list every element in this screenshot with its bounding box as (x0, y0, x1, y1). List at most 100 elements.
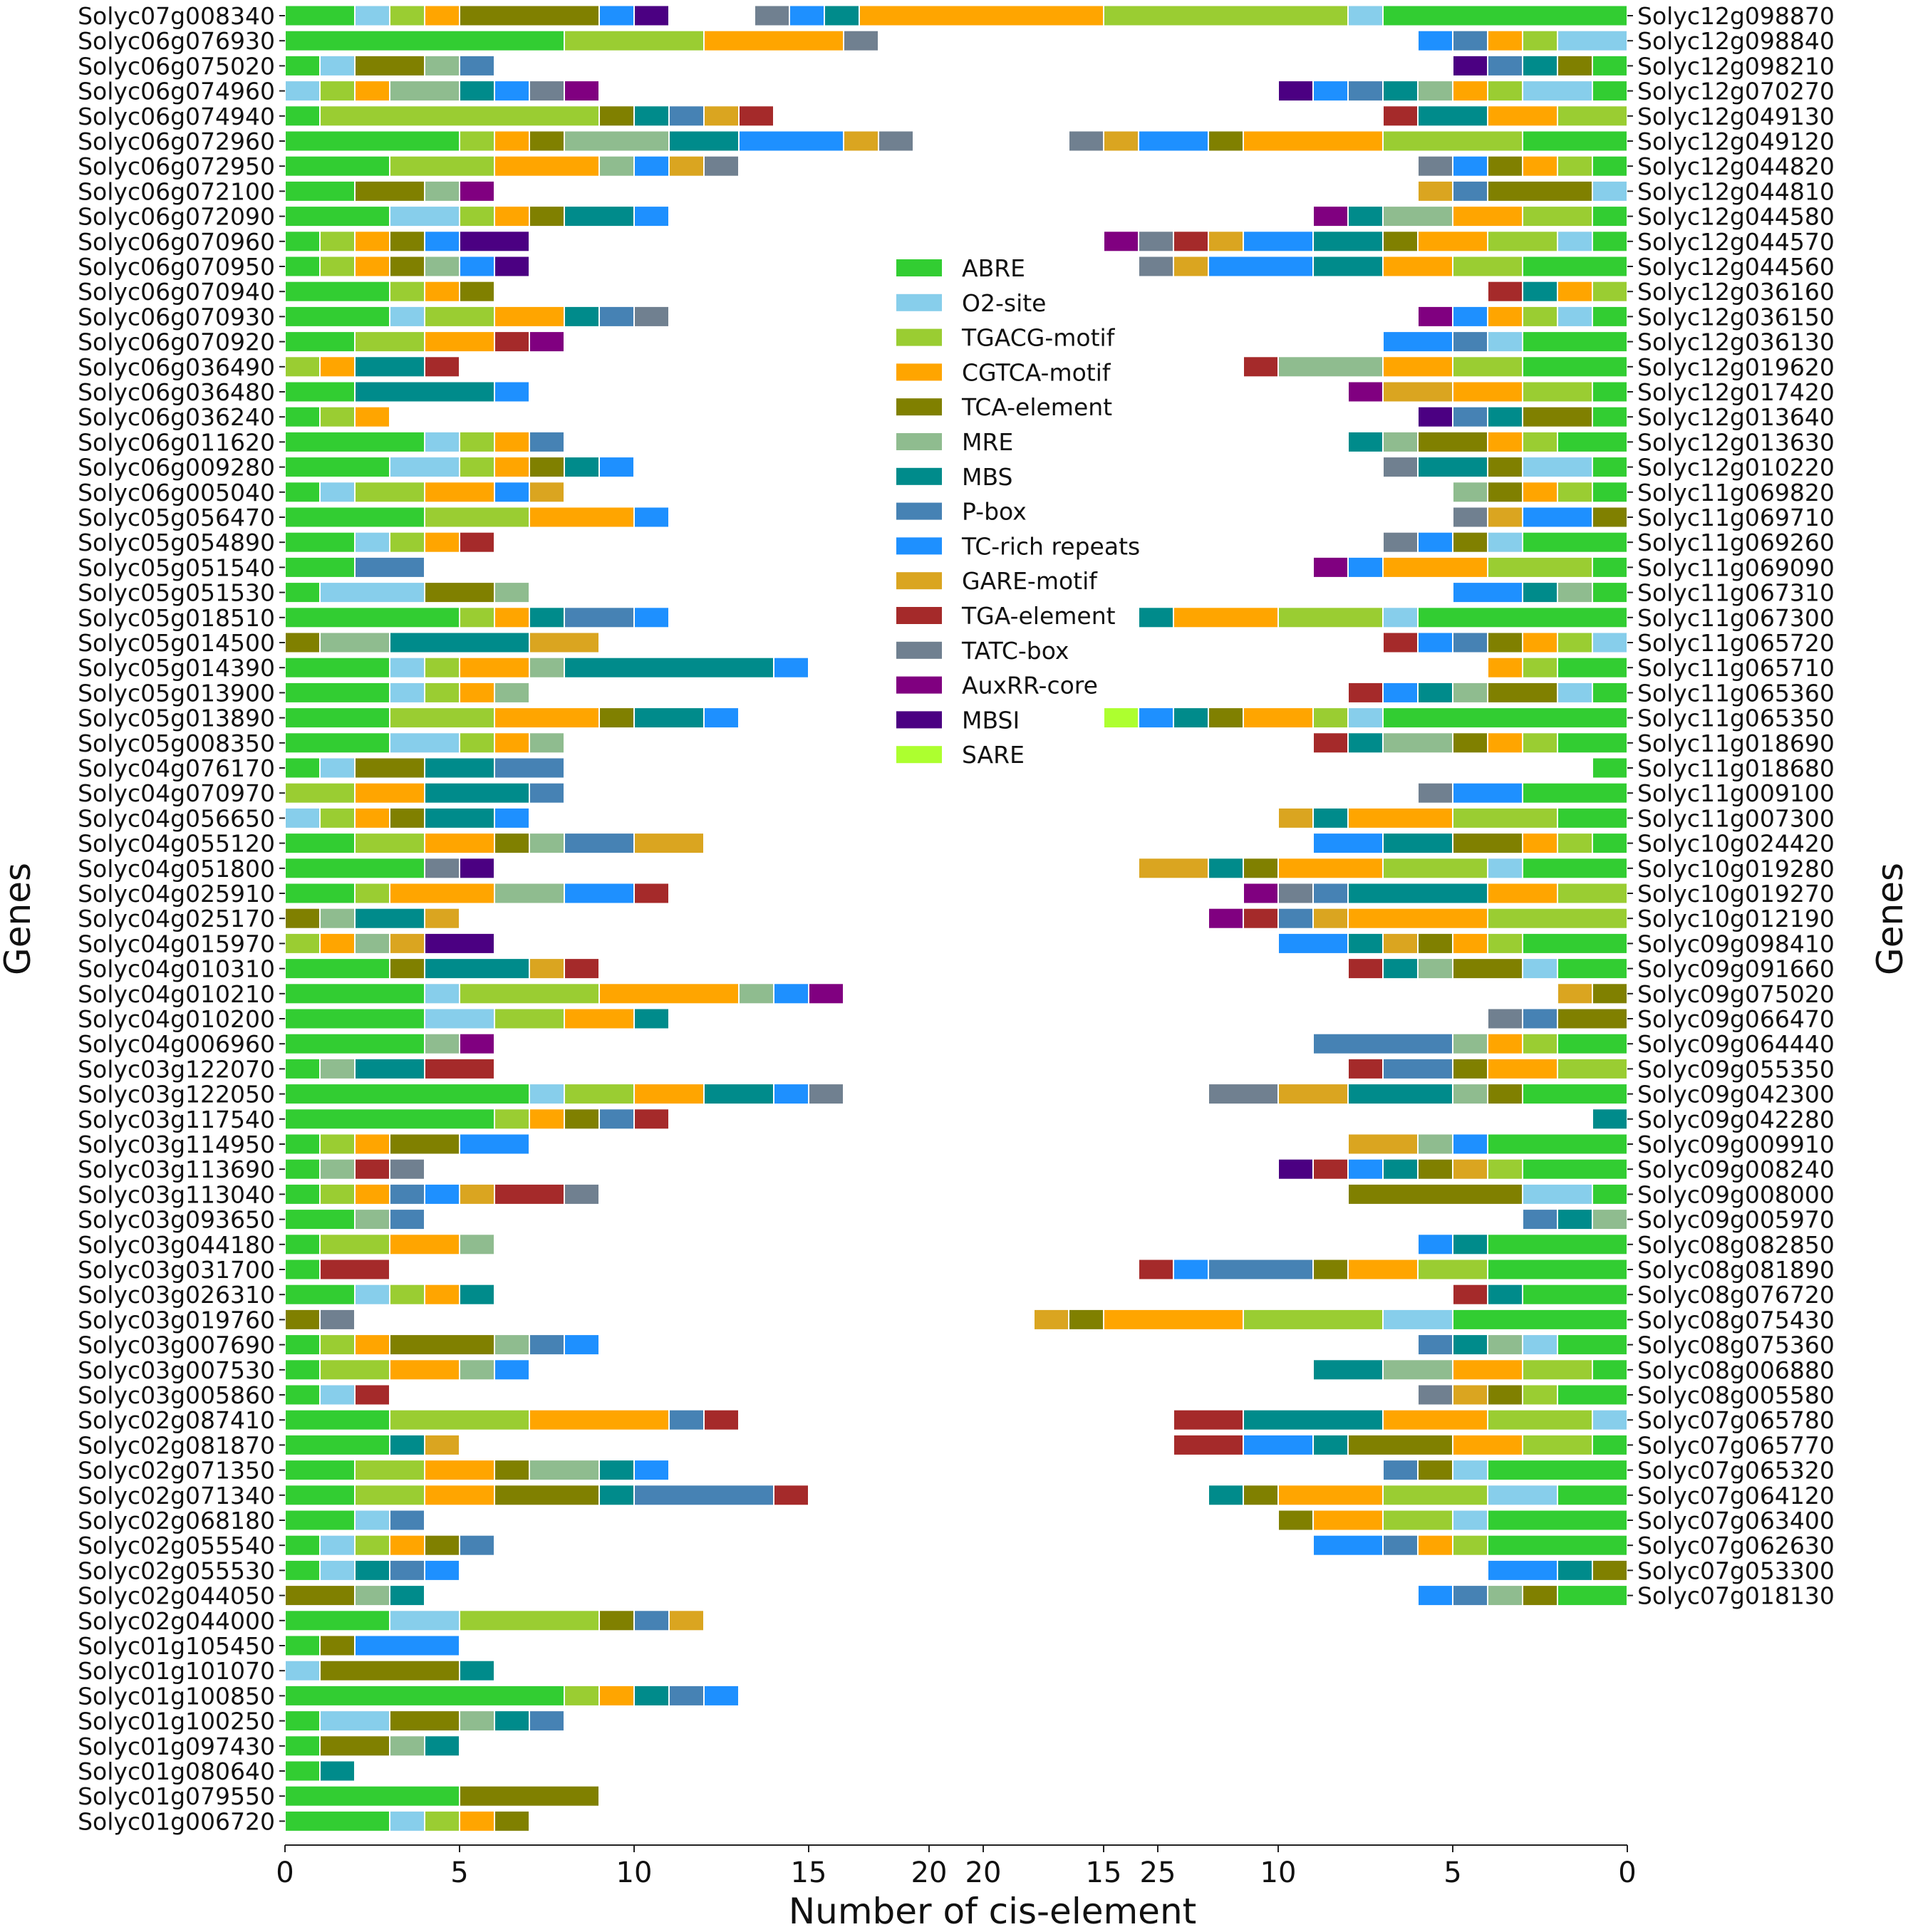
bar-segment-mre (425, 256, 459, 276)
y-axis-label-right: Genes (1870, 863, 1911, 975)
legend-swatch (896, 363, 942, 381)
bar-segment-cgtca-motif (495, 207, 529, 227)
bar-segment-abre (286, 31, 564, 51)
legend-item: MRE (896, 428, 1013, 456)
bar-segment-tc-rich-repeats (1419, 633, 1452, 653)
bar-segment-cgtca-motif (1523, 482, 1557, 502)
gene-row: Solyc10g019270 (1244, 880, 1835, 908)
bar-segment-mbs (495, 1711, 529, 1731)
bar-segment-tgacg-motif (390, 156, 494, 176)
bar-segment-tga-element (1174, 1435, 1243, 1455)
bar-segment-tatc-box (1488, 1009, 1522, 1029)
legend-item: GARE-motif (896, 567, 1098, 595)
bar-segment-mre (321, 908, 354, 928)
bar-segment-o2-site (390, 306, 424, 326)
bar-segment-tga-element (1244, 357, 1277, 377)
bar-segment-tga-element (1349, 959, 1382, 979)
bar-segment-mbs (1523, 281, 1557, 301)
gene-row: Solyc09g005970 (1523, 1206, 1835, 1234)
bar-segment-abre (286, 156, 389, 176)
bar-segment-auxrr-core (565, 81, 598, 101)
bar-segment-tc-rich-repeats (1349, 557, 1382, 577)
bar-segment-o2-site (356, 1284, 389, 1304)
bar-segment-abre (286, 382, 354, 402)
bar-segment-tgacg-motif (1523, 1385, 1557, 1405)
bar-segment-mbs (1349, 432, 1382, 452)
gene-row: Solyc04g010200 (78, 1005, 668, 1033)
gene-label: Solyc06g072950 (78, 152, 275, 180)
bar-segment-tgacg-motif (1453, 256, 1522, 276)
bar-segment-mbs (1174, 708, 1208, 728)
bar-segment-tca-element (1523, 407, 1592, 427)
bar-segment-tga-element (425, 357, 459, 377)
gene-row: Solyc01g105450 (78, 1632, 459, 1660)
gene-label: Solyc09g066470 (1637, 1005, 1835, 1033)
bar-segment-tgacg-motif (495, 1009, 564, 1029)
bar-segment-abre (286, 432, 424, 452)
gene-row: Solyc06g036490 (78, 353, 459, 381)
gene-row: Solyc12g044820 (1419, 152, 1835, 180)
bar-segment-abre (286, 1711, 319, 1731)
bar-segment-p-box (565, 833, 633, 853)
bar-segment-mbs (635, 106, 668, 126)
bar-segment-tgacg-motif (495, 1109, 529, 1129)
gene-label: Solyc11g018680 (1637, 754, 1835, 782)
bar-segment-tc-rich-repeats (1384, 682, 1417, 702)
bar-segment-p-box (356, 557, 424, 577)
bar-segment-cgtca-motif (356, 1335, 389, 1355)
bar-segment-cgtca-motif (1349, 908, 1487, 928)
x-tick-label: 20 (965, 1856, 1002, 1889)
x-tick-label: 15 (1086, 1856, 1122, 1889)
bar-segment-gare-motif (1419, 181, 1452, 201)
bar-segment-o2-site (1488, 1485, 1557, 1505)
gene-label: Solyc09g008240 (1637, 1155, 1835, 1183)
bar-segment-cgtca-motif (1488, 306, 1522, 326)
gene-label: Solyc03g093650 (78, 1206, 275, 1234)
bar-segment-mbs (565, 457, 598, 477)
gene-label: Solyc03g114950 (78, 1131, 275, 1158)
bar-segment-abre (1523, 1084, 1627, 1104)
gene-label: Solyc03g007530 (78, 1356, 275, 1384)
bar-segment-tc-rich-repeats (1453, 306, 1487, 326)
bar-segment-tca-element (390, 1134, 459, 1154)
bar-segment-abre (286, 733, 389, 753)
gene-row: Solyc05g056470 (78, 504, 668, 531)
bar-segment-gare-motif (1349, 1134, 1417, 1154)
bar-segment-o2-site (1488, 858, 1522, 878)
bar-segment-cgtca-motif (425, 6, 459, 26)
bar-segment-abre (1419, 608, 1627, 628)
bar-segment-tga-element (1453, 1284, 1487, 1304)
legend-label: SARE (962, 741, 1025, 769)
gene-label: Solyc08g006880 (1637, 1356, 1835, 1384)
gene-row: Solyc12g036150 (1419, 303, 1835, 331)
bar-segment-gare-motif (670, 1611, 703, 1631)
bar-segment-o2-site (1453, 1460, 1487, 1480)
bar-segment-abre (286, 1410, 389, 1430)
gene-row: Solyc10g019280 (1139, 855, 1835, 883)
bar-segment-o2-site (286, 1661, 319, 1681)
bar-segment-tgacg-motif (356, 883, 389, 903)
bar-segment-tga-element (705, 1410, 738, 1430)
gene-row: Solyc03g113690 (78, 1155, 424, 1183)
bar-segment-cgtca-motif (1523, 833, 1557, 853)
bar-segment-tc-rich-repeats (1314, 81, 1347, 101)
gene-label: Solyc05g051540 (78, 554, 275, 581)
bar-segment-p-box (460, 56, 494, 76)
gene-label: Solyc07g062630 (1637, 1532, 1835, 1559)
gene-row: Solyc07g065320 (1384, 1457, 1835, 1485)
bar-segment-tca-element (530, 131, 564, 151)
bar-segment-cgtca-motif (1488, 31, 1522, 51)
bar-segment-abre (286, 557, 354, 577)
bar-segment-cgtca-motif (425, 1485, 494, 1505)
bar-segment-tatc-box (844, 31, 878, 51)
bar-segment-mre (1419, 81, 1452, 101)
bar-segment-o2-site (321, 482, 354, 502)
bar-segment-cgtca-motif (390, 883, 494, 903)
bar-segment-mbsi (495, 256, 529, 276)
bar-segment-mbs (1314, 1360, 1382, 1380)
gene-label: Solyc09g064440 (1637, 1030, 1835, 1058)
bar-segment-tca-element (1419, 1460, 1452, 1480)
bar-segment-cgtca-motif (1453, 1435, 1522, 1455)
bar-segment-mbsi (1279, 1159, 1312, 1179)
gene-row: Solyc02g071350 (78, 1457, 668, 1485)
